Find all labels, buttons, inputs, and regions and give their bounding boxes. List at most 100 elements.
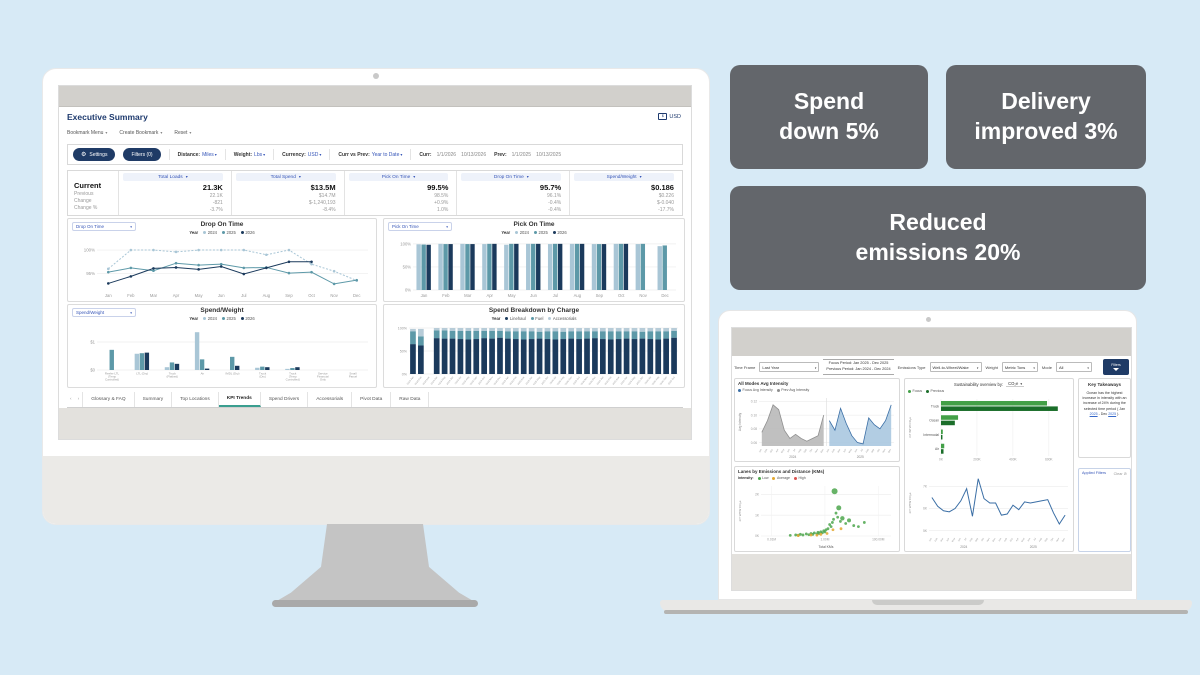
legend-item: Accessorials — [548, 316, 576, 321]
chart-legend: Focus Avg Intensity Prev Avg Intensity — [738, 388, 809, 392]
time-frame-select[interactable]: Last Year — [759, 362, 820, 372]
svg-text:IMDL (Dry): IMDL (Dry) — [225, 371, 239, 375]
svg-text:Avg Intensity: Avg Intensity — [738, 413, 742, 432]
svg-text:Jun: Jun — [958, 537, 962, 542]
svg-text:Sep: Sep — [871, 448, 875, 453]
mode-select[interactable]: All — [1055, 362, 1092, 372]
legend-marker-icon — [738, 388, 741, 392]
kpi-pick-on-time: Pick On Time 99.5% 98.5% +0.9% 1.0% — [343, 171, 457, 215]
create-bookmark[interactable]: Create Bookmark — [119, 130, 162, 136]
lanes-scatter-panel: Lanes by Emissions and Distance (KMs) In… — [734, 466, 900, 552]
kpi-value: 98.5% — [434, 193, 449, 199]
svg-text:Jan: Jan — [929, 537, 933, 542]
filter-toolbar: Settings Filters (0) Distance:Miles Weig… — [67, 144, 683, 165]
svg-text:2025: 2025 — [857, 455, 864, 459]
legend-item: 2025 — [222, 316, 236, 321]
takeaway-year-link[interactable]: 2025 — [1089, 411, 1098, 416]
kpi-header-dropdown[interactable]: Total Loads — [123, 173, 223, 181]
svg-text:2025-Dec: 2025-Dec — [588, 375, 597, 385]
tab-scroll-left-button[interactable] — [67, 392, 75, 407]
drop-on-time-dropdown[interactable]: Drop On Time — [72, 222, 136, 231]
svg-text:2024-May: 2024-May — [437, 375, 446, 385]
emissions-type-select[interactable]: Well-to-Wheel/Wake — [929, 362, 982, 372]
kpi-header-dropdown[interactable]: Spend/Weight — [574, 173, 674, 181]
legend-marker-icon — [793, 476, 797, 480]
kpi-header-dropdown[interactable]: Total Spend — [235, 173, 336, 181]
applied-filters-panel: Applied Filters Clear — [1078, 468, 1131, 552]
svg-text:100%: 100% — [400, 241, 411, 246]
legend-marker-icon — [240, 317, 244, 320]
svg-text:Jun: Jun — [218, 293, 225, 298]
filters-button[interactable]: Filters — [1103, 359, 1129, 375]
svg-text:2024-Aug: 2024-Aug — [461, 375, 470, 385]
distance-control[interactable]: Distance: Miles — [178, 152, 217, 158]
kpi-header-dropdown[interactable]: Drop On Time — [461, 173, 562, 181]
svg-text:Total KMs: Total KMs — [819, 545, 834, 549]
kpi-header-dropdown[interactable]: Pick On Time — [348, 173, 449, 181]
applied-filters-header: Applied Filters Clear — [1082, 471, 1127, 476]
svg-text:2024-Oct: 2024-Oct — [478, 376, 487, 385]
clear-icon — [1124, 471, 1127, 476]
svg-text:$1: $1 — [90, 340, 95, 345]
chevron-down-icon — [1087, 365, 1089, 370]
weight-select[interactable]: Metric Tons — [1001, 362, 1038, 372]
legend-marker-icon — [772, 476, 776, 480]
chart-legend: Year 2024 2025 2026 — [68, 316, 376, 321]
takeaway-text: ). — [1116, 411, 1120, 416]
tab-accessorials[interactable]: Accessorials — [308, 392, 353, 407]
tab-raw-data[interactable]: Raw Data — [391, 392, 430, 407]
reset-menu[interactable]: Reset — [174, 130, 191, 136]
tab-pivot-data[interactable]: Pivot Data — [352, 392, 392, 407]
spend-weight-dropdown[interactable]: Spend/Weight — [72, 308, 136, 317]
kpi-value: 21.3K — [202, 183, 223, 192]
tab-kpi-trends[interactable]: KPI Trends — [218, 392, 261, 407]
svg-text:Feb: Feb — [1004, 537, 1008, 542]
svg-text:2025-May: 2025-May — [532, 375, 541, 385]
legend-item: Prev Avg Intensity — [776, 388, 809, 392]
laptop-mockup: Time Frame Last Year Focus Period: Jan 2… — [718, 310, 1137, 600]
kpi-row-labels: Current Previous Change Change % — [68, 171, 118, 215]
chart-legend: Year 2024 2025 2026 — [68, 230, 376, 235]
weight-control[interactable]: Weight: Lbs — [234, 152, 265, 158]
svg-text:Nov: Nov — [639, 293, 647, 298]
overview-metric-select[interactable]: CO₂e — [1006, 381, 1025, 387]
svg-text:0.06: 0.06 — [751, 441, 757, 445]
takeaway-year-link[interactable]: 2025 — [1108, 411, 1117, 416]
svg-text:95%: 95% — [86, 271, 95, 276]
legend-label: Average — [776, 476, 790, 480]
current-period-dates: Curr: 1/1/2026 10/13/2026 — [419, 151, 487, 158]
pick-on-time-dropdown[interactable]: Pick On Time — [388, 222, 452, 231]
browser-chrome-bar — [59, 86, 691, 107]
tab-spend-drivers[interactable]: Spend Drivers — [260, 392, 309, 407]
svg-text:0%: 0% — [402, 372, 408, 376]
svg-text:May: May — [781, 448, 785, 453]
legend-item: Fuel — [530, 316, 544, 321]
svg-text:Jul: Jul — [553, 293, 558, 298]
legend-label: Fuel — [535, 316, 544, 321]
period-summary: Focus Period: Jan 2025 - Dec 2025 Previo… — [823, 359, 894, 375]
filters-button[interactable]: Filters (0) — [123, 148, 161, 161]
chevron-down-icon — [186, 174, 188, 180]
currency-control[interactable]: Currency: USD — [282, 152, 321, 158]
tab-top-locations[interactable]: Top Locations — [172, 392, 219, 407]
legend-marker-icon — [505, 317, 509, 320]
svg-text:May: May — [195, 293, 204, 298]
sheet-tab-bar: Glossary & FAQ Summary Top Locations KPI… — [67, 392, 683, 408]
tab-summary[interactable]: Summary — [134, 392, 173, 407]
legend-marker-icon — [548, 317, 552, 320]
legend-label: Low — [762, 476, 769, 480]
tab-glossary-faq[interactable]: Glossary & FAQ — [82, 392, 135, 407]
sustainability-toolbar: Time Frame Last Year Focus Period: Jan 2… — [734, 358, 1129, 376]
clear-filters-button[interactable]: Clear — [1114, 471, 1127, 476]
legend-marker-icon — [757, 476, 761, 480]
tab-scroll-right-button[interactable] — [75, 392, 83, 407]
svg-text:Intermodal: Intermodal — [923, 433, 939, 437]
curr-vs-prev-control[interactable]: Curr vs Prev: Year to Date — [338, 152, 402, 158]
settings-button[interactable]: Settings — [73, 148, 116, 161]
svg-text:0.01M: 0.01M — [767, 537, 776, 541]
lanes-scatter-chart: 0K 1K 2K 0.01M 1.00M 100.00M Total KMs mT WTW C… — [737, 482, 897, 549]
kpi-value: 22.1K — [209, 193, 223, 199]
kpi-value: +0.9% — [434, 200, 449, 206]
bookmark-menu[interactable]: Bookmark Menu — [67, 130, 107, 136]
